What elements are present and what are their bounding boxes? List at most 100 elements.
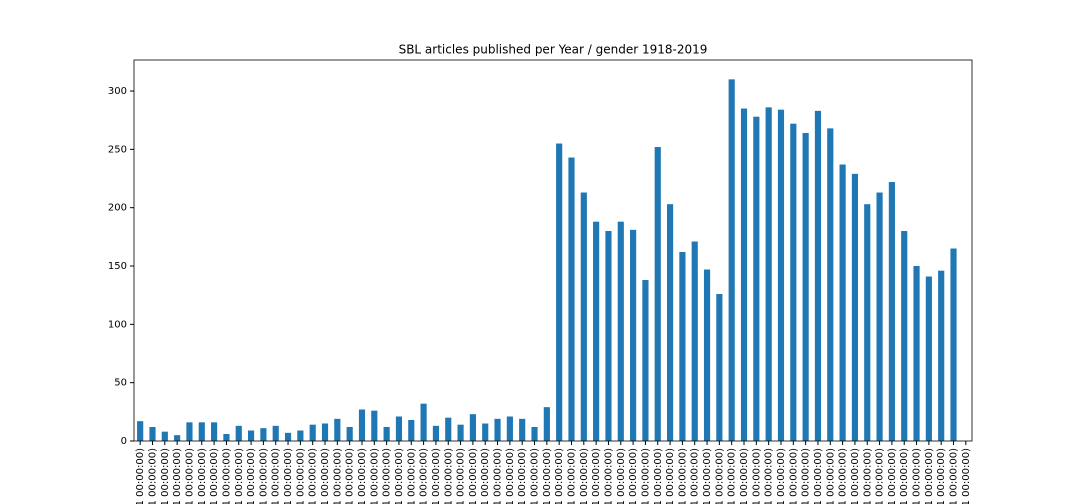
bar [297,430,304,441]
bar [814,110,822,441]
y-tick-label: 300 [108,86,127,97]
x-tick-label: 1 00:00:00) [850,448,861,504]
x-tick-label: 1 00:00:00) [283,448,294,504]
x-tick-label: 1 00:00:00) [653,448,664,504]
bar [321,423,329,441]
bar [272,425,279,441]
bar [137,421,144,441]
x-tick-label: 1 00:00:00) [566,448,577,504]
x-tick-label: 1 00:00:00) [147,448,158,504]
bar [728,79,735,441]
x-tick-label: 1 00:00:00) [456,448,467,504]
bar [666,204,674,441]
bar [556,143,563,441]
x-tick-label: 1 00:00:00) [160,448,171,504]
bar [703,269,711,441]
bar [346,427,353,441]
bar [198,422,205,441]
x-tick-label: 1 00:00:00) [308,448,319,504]
x-tick-label: 1 00:00:00) [468,448,479,504]
x-tick-label: 1 00:00:00) [221,448,232,504]
bar [901,231,908,441]
bar [469,414,476,441]
x-tick-label: 1 00:00:00) [369,448,380,504]
bar [617,221,624,441]
bar [950,248,957,441]
bar [864,204,871,441]
x-tick-label: 1 00:00:00) [394,448,405,504]
x-tick-label: 1 00:00:00) [727,448,738,504]
bar [691,241,698,441]
bar [494,418,501,441]
x-tick-label: 1 00:00:00) [714,448,725,504]
x-tick-label: 1 00:00:00) [924,448,935,504]
bar [260,428,267,441]
bar [654,147,661,441]
x-tick-label: 1 00:00:00) [480,448,491,504]
y-tick-label: 50 [114,378,127,389]
bar [334,418,341,441]
x-tick-label: 1 00:00:00) [332,448,343,504]
bar [161,431,168,441]
bar [642,280,649,441]
bar [457,424,464,441]
x-tick-label: 1 00:00:00) [875,448,886,504]
bar [506,416,513,441]
x-tick-label: 1 00:00:00) [949,448,960,504]
x-tick-label: 1 00:00:00) [246,448,257,504]
x-tick-label: 1 00:00:00) [665,448,676,504]
bar [543,407,550,441]
bar [235,425,242,441]
bar [519,418,526,441]
x-tick-label: 1 00:00:00) [542,448,553,504]
x-tick-label: 1 00:00:00) [530,448,541,504]
bar [445,417,452,441]
x-tick-label: 1 00:00:00) [295,448,306,504]
y-tick-label: 150 [108,261,127,272]
x-tick-label: 1 00:00:00) [887,448,898,504]
x-tick-label: 1 00:00:00) [751,448,762,504]
y-tick-label: 200 [108,203,127,214]
x-tick-label: 1 00:00:00) [801,448,812,504]
x-tick-label: 1 00:00:00) [320,448,331,504]
x-tick-label: 1 00:00:00) [813,448,824,504]
y-tick-label: 0 [121,436,127,447]
x-tick-label: 1 00:00:00) [640,448,651,504]
x-tick-label: 1 00:00:00) [406,448,417,504]
x-tick-label: 1 00:00:00) [702,448,713,504]
x-tick-label: 1 00:00:00) [172,448,183,504]
x-tick-label: 1 00:00:00) [764,448,775,504]
bar [740,108,748,442]
bar [876,192,883,441]
bar [149,427,156,441]
x-tick-label: 1 00:00:00) [912,448,923,504]
bar [371,410,378,441]
y-tick-label: 100 [108,319,127,330]
bar [888,182,895,442]
x-tick-label: 1 00:00:00) [234,448,245,504]
x-tick-label: 1 00:00:00) [517,448,528,504]
x-tick-label: 1 00:00:00) [345,448,356,504]
bar [851,173,859,442]
x-tick-label: 1 00:00:00) [357,448,368,504]
bar [531,427,538,441]
x-tick-label: 1 00:00:00) [739,448,750,504]
x-tick-label: 1 00:00:00) [603,448,614,504]
x-tick-label: 1 00:00:00) [936,448,947,504]
x-tick-label: 1 00:00:00) [554,448,565,504]
bar [186,422,193,441]
x-tick-label: 1 00:00:00) [690,448,701,504]
bar [790,123,797,441]
bar [913,266,920,441]
bar [605,231,612,441]
x-tick-label: 1 00:00:00) [591,448,602,504]
x-tick-label: 1 00:00:00) [493,448,504,504]
y-tick-label: 250 [108,144,127,155]
x-tick-label: 1 00:00:00) [419,448,430,504]
bar [568,157,575,442]
x-tick-label: 1 00:00:00) [616,448,627,504]
x-tick-label: 1 00:00:00) [184,448,195,504]
bar [679,252,686,441]
